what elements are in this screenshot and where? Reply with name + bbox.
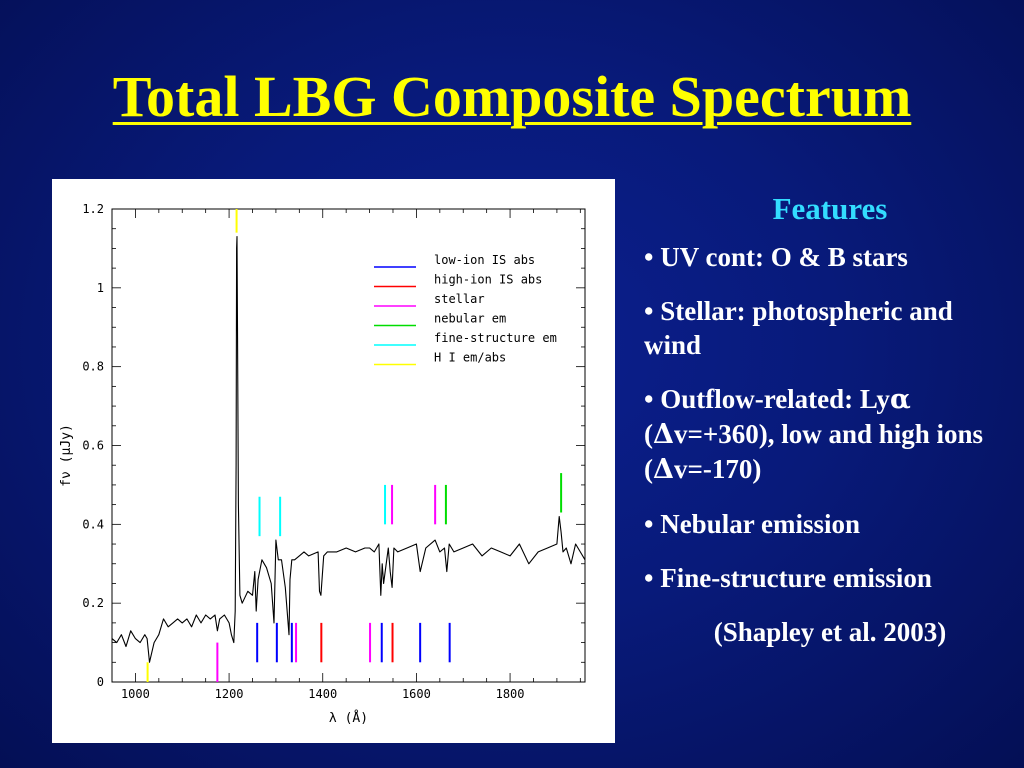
legend-label: nebular em: [434, 312, 506, 326]
bullet-text: Fine-structure emission: [660, 563, 932, 593]
delta-glyph: Δ: [653, 454, 674, 485]
bullet-text: v=+360), low and high ions (: [644, 419, 984, 484]
legend-label: stellar: [434, 292, 485, 306]
y-tick-label: 0.2: [82, 596, 104, 610]
x-tick-label: 1400: [308, 687, 337, 701]
slide-title: Total LBG Composite Spectrum: [112, 64, 912, 129]
legend-label: high-ion IS abs: [434, 273, 542, 287]
y-tick-label: 0.4: [82, 517, 104, 531]
x-tick-label: 1800: [496, 687, 525, 701]
x-axis-label: λ (Å): [329, 710, 368, 726]
x-tick-label: 1000: [121, 687, 150, 701]
feature-bullet-fine-structure: • Fine-structure emission: [644, 563, 932, 593]
features-panel: Features • UV cont: O & B stars • Stella…: [644, 192, 1016, 649]
y-tick-label: 0.8: [82, 360, 104, 374]
alpha-glyph: α: [889, 384, 911, 415]
bullet-text: (: [644, 419, 653, 449]
y-tick-label: 1.2: [82, 202, 104, 216]
y-tick-label: 0.6: [82, 439, 104, 453]
spectrum-series-line: [111, 236, 586, 663]
feature-bullet-uv-cont: • UV cont: O & B stars: [644, 242, 908, 272]
y-tick-label: 1: [97, 281, 104, 295]
feature-bullet-outflow: • Outflow-related: Lyα (Δv=+360), low an…: [644, 384, 984, 485]
features-heading: Features: [772, 191, 888, 226]
legend-label: H I em/abs: [434, 351, 506, 365]
feature-bullet-stellar: • Stellar: photospheric and wind: [644, 296, 953, 360]
bullet-text: Outflow-related: Ly: [660, 384, 890, 414]
bullet-text: v=-170): [673, 454, 762, 484]
x-tick-label: 1600: [402, 687, 431, 701]
bullet-text: Stellar: photospheric and wind: [644, 296, 953, 360]
delta-glyph: Δ: [653, 419, 674, 450]
x-tick-label: 1200: [215, 687, 244, 701]
bullet-text: UV cont: O & B stars: [660, 242, 908, 272]
y-axis-label: fν (μJy): [59, 424, 74, 487]
legend-label: low-ion IS abs: [434, 253, 535, 267]
y-tick-label: 0: [97, 675, 104, 689]
spectrum-figure: 1000 1200 1400 1600 1800 0 0.2 0.4 0.6 0.8 1 1.2 lo…: [52, 179, 615, 743]
bullet-text: Nebular emission: [660, 509, 860, 539]
citation: (Shapley et al. 2003): [713, 617, 947, 647]
spectrum-chart: 1000 1200 1400 1600 1800 0 0.2 0.4 0.6 0.8 1 1.2 lo…: [59, 202, 586, 726]
legend-label: fine-structure em: [434, 331, 557, 345]
feature-bullet-nebular: • Nebular emission: [644, 509, 860, 539]
